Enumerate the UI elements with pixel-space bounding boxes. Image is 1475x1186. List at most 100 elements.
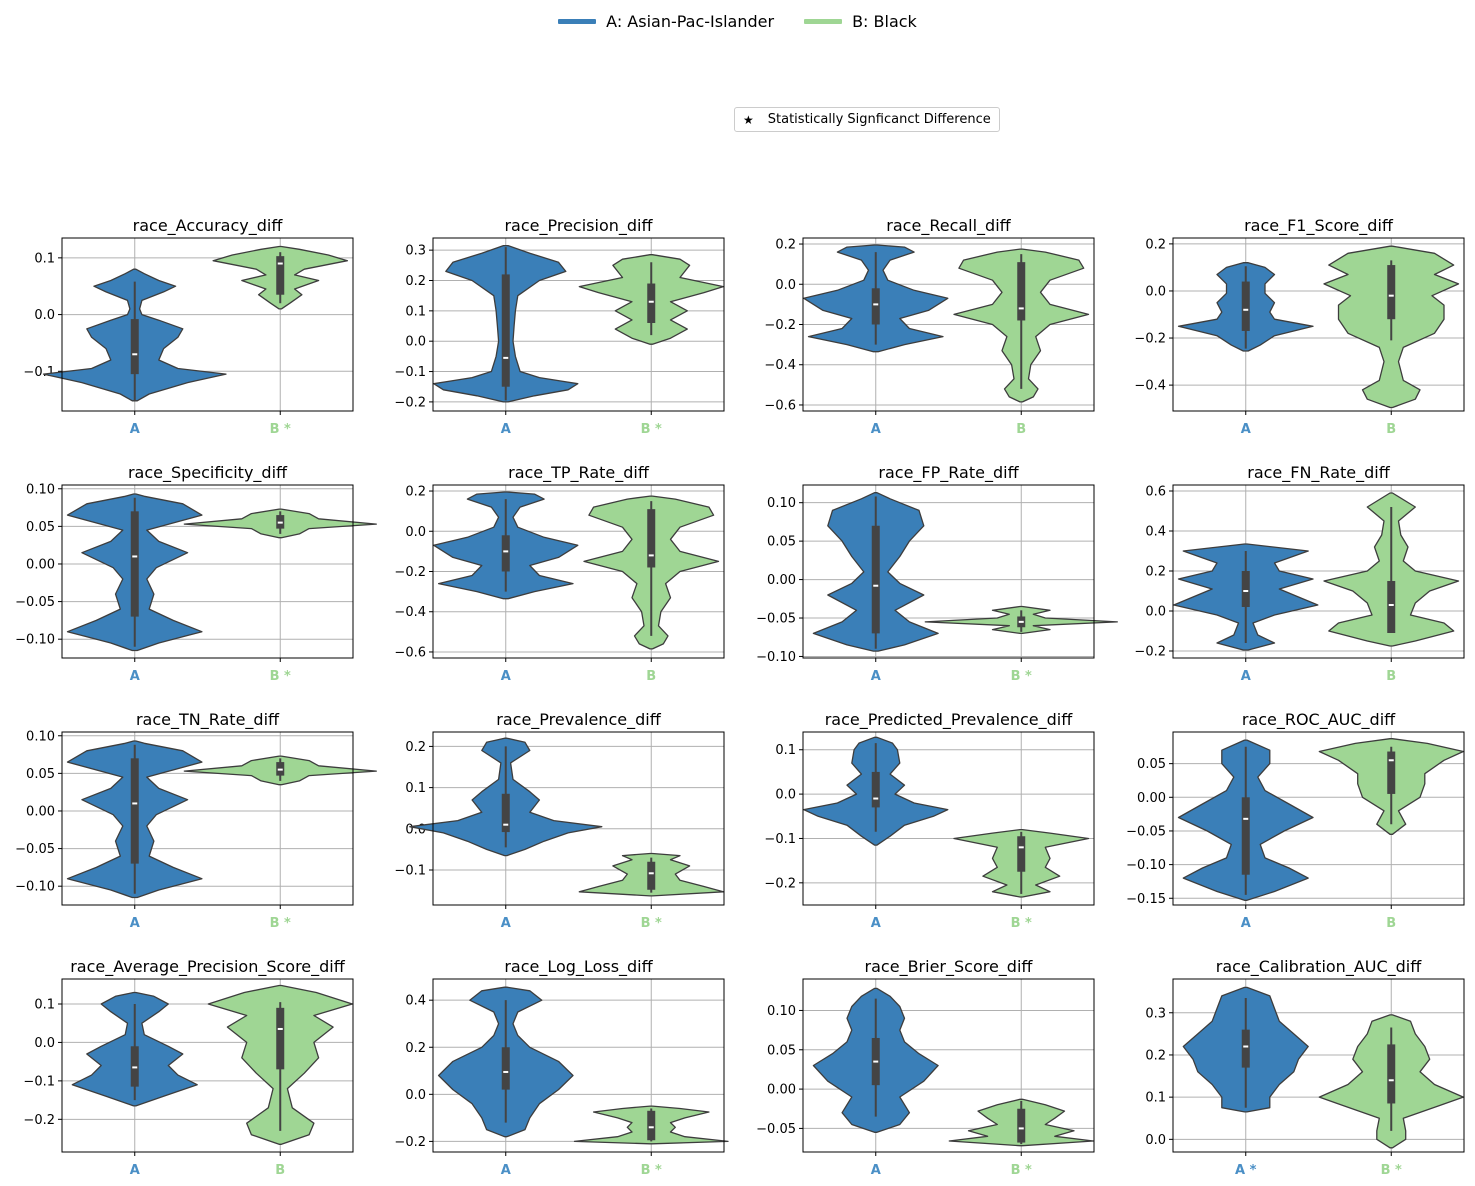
subplot-title: race_FN_Rate_diff [1247, 463, 1390, 483]
y-tick-label: 0.4 [405, 994, 426, 1009]
x-tick-label: A [130, 422, 140, 437]
x-tick-label: B [275, 1163, 285, 1178]
iqr-box-B [1387, 265, 1396, 320]
subplot-race_Calibration_AUC_diff: 0.0 0.1 0.2 0.3 race_Calibration_AUC_diff A *… [1145, 957, 1465, 1178]
y-tick-label: 0.0 [1145, 605, 1166, 620]
subplot-title: race_Accuracy_diff [133, 216, 284, 236]
plot-frame [432, 978, 725, 1153]
x-tick-label: B * [641, 422, 662, 437]
significance-legend: ★ Statistically Signficanct Difference [734, 107, 1000, 132]
iqr-box-B [647, 1110, 656, 1141]
iqr-box-A [130, 319, 139, 375]
y-tick-label: 0.3 [1145, 1006, 1166, 1021]
legend-swatch-b [804, 19, 843, 24]
y-tick-label: 0.10 [26, 482, 55, 497]
y-tick-label: 0.0 [1145, 1133, 1166, 1148]
iqr-box-B [1387, 751, 1396, 794]
subplot-race_TP_Rate_diff: −0.6 −0.4 −0.2 0.0 0.2 race_TP_Rate_diff A B [394, 463, 725, 684]
legend-swatch-a [558, 19, 597, 24]
iqr-box-B [1387, 1044, 1396, 1104]
subplot-race_Brier_Score_diff: −0.05 0.00 0.05 0.10 race_Brier_Score_diff A B… [756, 957, 1095, 1178]
y-tick-label: 0.0 [34, 1036, 55, 1051]
subplot-title: race_Precision_diff [504, 216, 653, 236]
iqr-box-A [1241, 797, 1250, 875]
x-tick-label: A [1241, 422, 1251, 437]
subplot-title: race_Calibration_AUC_diff [1216, 957, 1423, 977]
iqr-box-A [130, 758, 139, 864]
subplot-title: race_Predicted_Prevalence_diff [825, 710, 1074, 730]
x-tick-label: B * [1381, 1163, 1402, 1178]
y-tick-label: −0.1 [394, 365, 426, 380]
y-tick-label: 0.1 [1145, 1091, 1166, 1106]
y-tick-label: 0.2 [1145, 565, 1166, 580]
y-tick-label: −0.10 [15, 633, 55, 648]
plot-frame [432, 484, 725, 659]
subplot-title: race_Log_Loss_diff [504, 957, 653, 977]
y-tick-label: 0.0 [775, 788, 796, 803]
plot-frame [61, 484, 354, 659]
x-tick-label: A [1241, 916, 1251, 931]
iqr-box-A [130, 511, 139, 617]
y-tick-label: 0.1 [34, 251, 55, 266]
x-tick-label: B [1016, 422, 1026, 437]
y-tick-label: −0.10 [15, 880, 55, 895]
x-tick-label: B * [641, 916, 662, 931]
y-tick-label: −0.4 [394, 605, 426, 620]
y-tick-label: 0.0 [34, 308, 55, 323]
legend-label-b: B: Black [852, 12, 917, 31]
x-tick-label: A [871, 422, 881, 437]
subplot-race_F1_Score_diff: −0.4 −0.2 0.0 0.2 race_F1_Score_diff A B [1134, 216, 1465, 437]
subplot-race_Precision_diff: −0.2 −0.1 0.0 0.1 0.2 0.3 race_Precision_diff A… [394, 216, 725, 437]
iqr-box-A [871, 771, 880, 808]
subplot-race_Log_Loss_diff: −0.2 0.0 0.2 0.4 race_Log_Loss_diff A B * [394, 957, 729, 1178]
plot-frame [61, 731, 354, 906]
y-tick-label: 0.0 [1145, 284, 1166, 299]
y-tick-label: −0.05 [1126, 824, 1166, 839]
y-tick-label: −0.6 [394, 645, 426, 660]
y-tick-label: 0.10 [767, 1004, 796, 1019]
y-tick-label: −0.2 [764, 318, 796, 333]
significance-label: Statistically Signficanct Difference [767, 112, 991, 127]
y-tick-label: 0.6 [1145, 485, 1166, 500]
y-tick-label: 0.05 [767, 535, 796, 550]
subplot-title: race_F1_Score_diff [1244, 216, 1394, 236]
iqr-box-B [276, 1007, 285, 1070]
y-tick-label: −0.6 [764, 398, 796, 413]
y-tick-label: 0.00 [1137, 791, 1166, 806]
iqr-box-A [501, 793, 510, 833]
y-tick-label: −0.15 [1126, 892, 1166, 907]
x-tick-label: A [501, 916, 511, 931]
y-tick-label: −0.05 [756, 1122, 796, 1137]
iqr-box-A [871, 525, 880, 634]
y-tick-label: 0.0 [405, 1088, 426, 1103]
y-tick-label: 0.2 [405, 274, 426, 289]
y-tick-label: 0.05 [26, 520, 55, 535]
x-tick-label: B * [1011, 916, 1032, 931]
iqr-box-B [647, 283, 656, 323]
x-tick-label: A [130, 669, 140, 684]
subplot-race_Accuracy_diff: −0.1 0.0 0.1 race_Accuracy_diff A B * [23, 216, 354, 437]
x-tick-label: B * [1011, 669, 1032, 684]
y-tick-label: 0.2 [405, 485, 426, 500]
x-tick-label: A [871, 916, 881, 931]
y-tick-label: 0.05 [1137, 757, 1166, 772]
y-tick-label: 0.00 [767, 573, 796, 588]
x-tick-label: A [501, 422, 511, 437]
x-tick-label: B [646, 669, 656, 684]
iqr-box-B [1017, 262, 1026, 321]
y-tick-label: 0.1 [405, 781, 426, 796]
y-tick-label: −0.2 [23, 1113, 55, 1128]
y-tick-label: −0.05 [15, 595, 55, 610]
subplot-title: race_Specificity_diff [128, 463, 288, 483]
subplot-race_Recall_diff: −0.6 −0.4 −0.2 0.0 0.2 race_Recall_diff A B [764, 216, 1095, 437]
y-tick-label: −0.10 [1126, 858, 1166, 873]
x-tick-label: B [1386, 669, 1396, 684]
y-tick-label: 0.10 [26, 729, 55, 744]
y-tick-label: −0.1 [764, 832, 796, 847]
y-tick-label: 0.0 [405, 525, 426, 540]
iqr-box-A [871, 288, 880, 325]
plot-frame [802, 484, 1095, 659]
x-tick-label: B * [270, 916, 291, 931]
iqr-box-B [1017, 836, 1026, 872]
y-tick-label: −0.2 [764, 876, 796, 891]
